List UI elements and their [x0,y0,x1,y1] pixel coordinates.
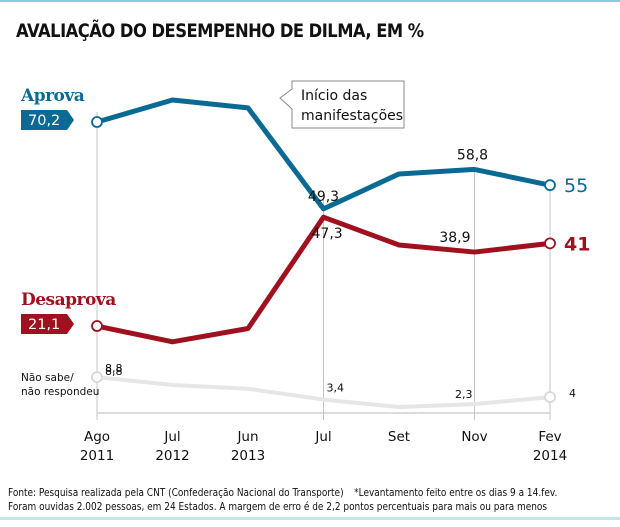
data-point-marker [91,371,103,384]
footer-line-1: Fonte: Pesquisa realizada pela CNT (Conf… [8,487,557,501]
series-line-0 [96,97,551,212]
annotation-text: manifestações [301,108,403,124]
start-value-label: 21,1 [28,317,60,333]
x-tick-label: Fev [538,429,561,445]
x-tick-label-year: 2011 [80,448,114,464]
end-value-label: 4 [569,387,576,400]
x-tick-label: Set [388,429,410,445]
data-point-marker [544,237,556,250]
end-value-label: 41 [564,233,590,255]
x-tick-label: Ago [84,429,110,445]
x-tick-label: Jun [236,429,258,445]
series-name-label: não respondeu [21,386,99,398]
start-value-label: 70,2 [28,113,60,129]
top-rule [0,0,620,2]
start-value-tag [21,314,74,335]
data-label: 38,9 [439,230,470,246]
data-point-marker [544,391,556,403]
data-label: 8,8 [105,365,123,378]
x-tick-label: Jul [163,429,180,445]
start-value-tag [21,110,74,131]
chart-title: AVALIAÇÃO DO DESEMPENHO DE DILMA, EM % [16,20,424,42]
series-name-label: Aprova [20,86,85,106]
end-value-label: 55 [564,175,588,197]
x-tick-label-year: 2012 [155,448,189,464]
x-tick-label: Jul [314,429,331,445]
annotation-callout [279,80,405,129]
x-tick-label-year: 2014 [533,448,567,464]
x-tick-label: Nov [461,429,487,445]
series-line-2 [96,375,551,410]
x-tick-label-year: 2013 [231,448,265,464]
footer-line-2: Foram ouvidas 2.002 pessoas, em 24 Estad… [8,502,548,513]
bottom-rule [0,517,620,520]
series-name-label: Desaprova [21,290,116,310]
line-chart: Ago 2011 Jul 2012 Jun 2013 Jul Set Nov Fev 2014 49,… [20,80,590,464]
data-label: 2,3 [455,388,473,401]
data-point-marker [544,179,556,192]
data-label: 49,3 [308,189,339,205]
series-line-1 [96,214,551,345]
data-point-marker [91,116,103,128]
data-label: 3,4 [327,382,345,395]
annotation-text: Início das [301,88,367,104]
data-label: 58,8 [457,147,488,163]
source-text: Fonte: Pesquisa realizada pela CNT (Conf… [8,488,344,499]
start-value-label: 8,8 [105,362,123,375]
data-point-marker [91,320,103,332]
survey-note: *Levantamento feito entre os dias 9 a 14… [354,488,558,499]
data-label: 47,3 [312,226,343,242]
series-name-label: Não sabe/ [21,372,74,384]
chart-footer: Fonte: Pesquisa realizada pela CNT (Conf… [8,487,557,515]
